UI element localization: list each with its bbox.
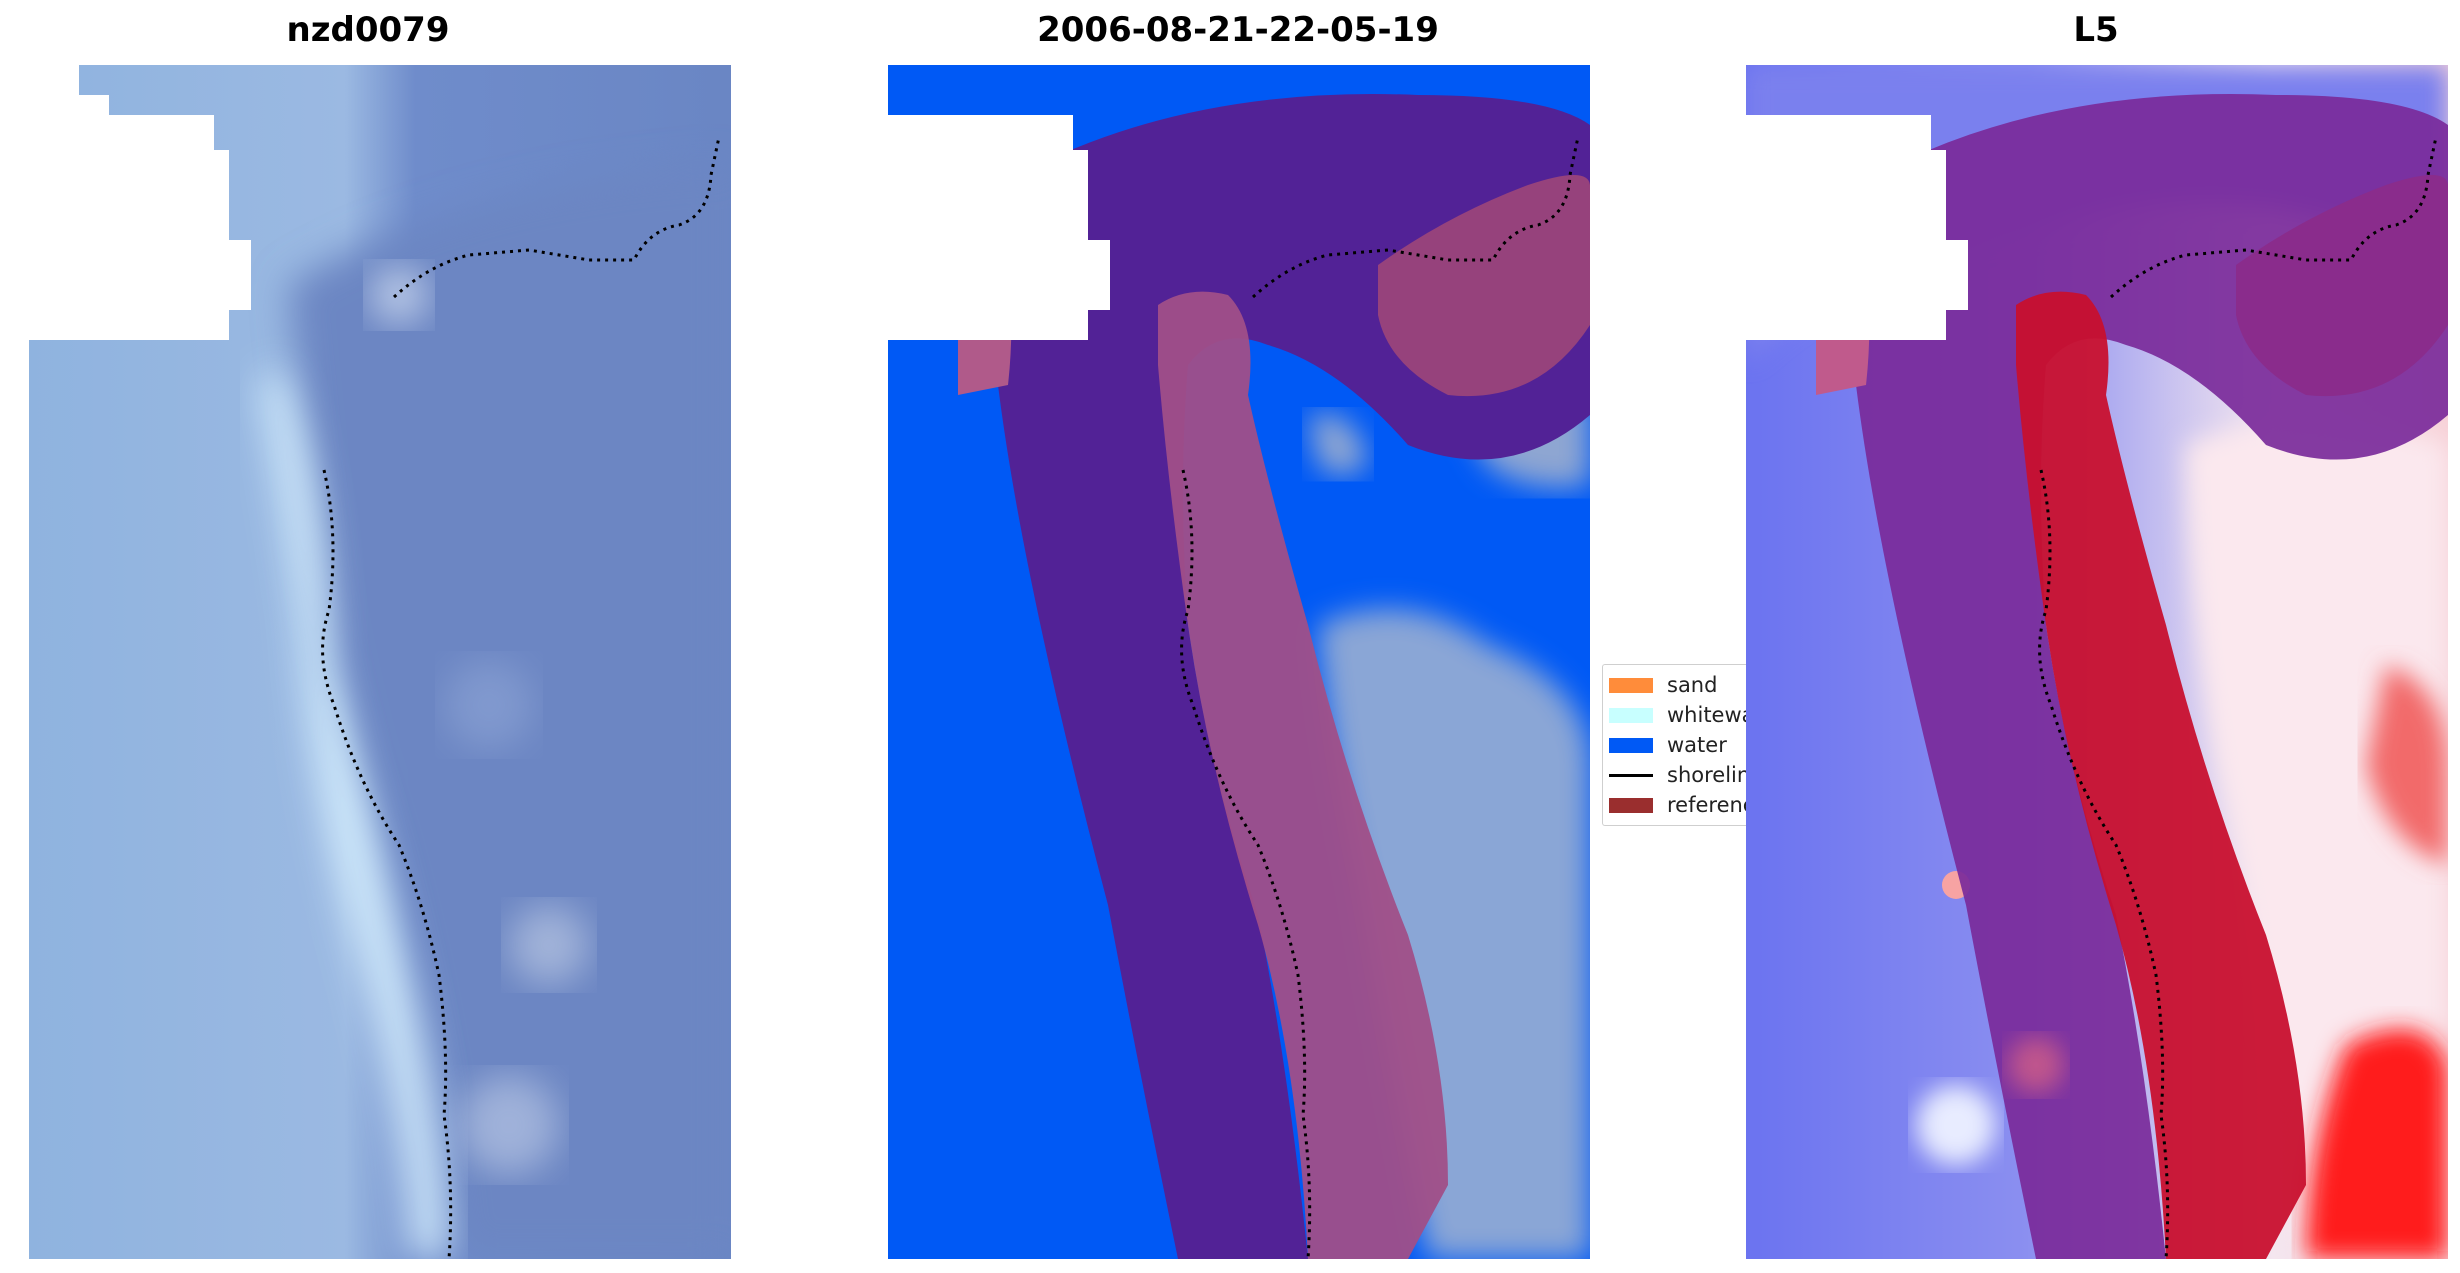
- panel-title-index: L5: [2073, 10, 2119, 50]
- legend-item-reference: reference: [1603, 789, 1749, 819]
- legend-label-reference: reference: [1667, 793, 1749, 817]
- rgb-image-panel: [29, 65, 731, 1259]
- rgb-image: [29, 65, 731, 1259]
- index-image: [1746, 65, 2448, 1259]
- legend-item-water: water: [1603, 729, 1749, 759]
- legend-label-sand: sand: [1667, 673, 1718, 697]
- legend-item-whitewater: whitewater: [1603, 699, 1749, 729]
- legend-label-whitewater: whitewater: [1667, 703, 1749, 727]
- legend-label-water: water: [1667, 733, 1727, 757]
- legend-line-shoreline: [1609, 774, 1653, 777]
- panel-title-rgb: nzd0079: [286, 10, 450, 50]
- classified-image: [888, 65, 1590, 1259]
- legend-swatch-sand: [1609, 678, 1653, 693]
- shoreline-main: [321, 469, 453, 1259]
- legend-item-shoreline: shoreline: [1603, 759, 1749, 789]
- index-image-panel: [1746, 65, 2448, 1259]
- legend-swatch-whitewater: [1609, 708, 1653, 723]
- legend-swatch-water: [1609, 738, 1653, 753]
- legend-item-sand: sand: [1603, 669, 1749, 699]
- classified-image-panel: [888, 65, 1590, 1259]
- legend-swatch-reference: [1609, 798, 1653, 813]
- shoreline-top: [392, 136, 721, 299]
- legend: sand whitewater water shoreline referenc…: [1602, 664, 1749, 826]
- legend-label-shoreline: shoreline: [1667, 763, 1749, 787]
- panel-title-classified: 2006-08-21-22-05-19: [1037, 10, 1439, 50]
